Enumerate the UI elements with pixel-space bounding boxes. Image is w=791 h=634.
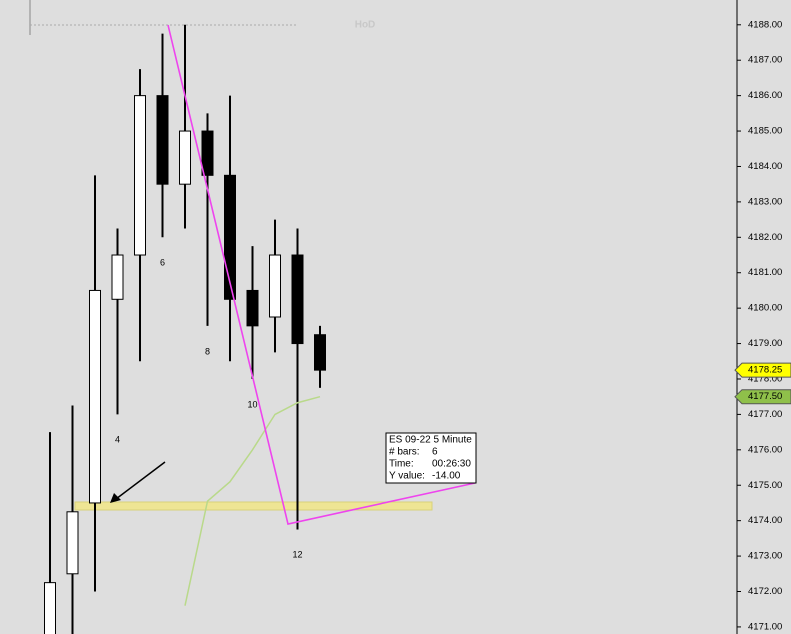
candle-body	[156, 95, 169, 185]
tooltip-key: Time:	[389, 459, 414, 470]
bar-label: 12	[292, 549, 302, 559]
y-tick-label: 4182.00	[748, 232, 782, 243]
candle-body	[224, 174, 236, 300]
y-tick-label: 4183.00	[748, 196, 782, 207]
price-marker-label: 4178.25	[748, 365, 782, 376]
y-tick-label: 4172.00	[748, 586, 782, 597]
y-tick-label: 4177.00	[748, 409, 782, 420]
candle-body	[201, 130, 214, 176]
y-tick-label: 4184.00	[748, 161, 782, 172]
y-tick-label: 4185.00	[748, 126, 782, 137]
tooltip-title: ES 09-22 5 Minute	[389, 435, 472, 446]
zone	[74, 501, 433, 511]
y-tick-label: 4175.00	[748, 480, 782, 491]
hod-label: HoD	[355, 20, 376, 31]
y-tick-label: 4171.00	[748, 621, 782, 632]
moving-average	[184, 395, 321, 606]
y-tick-label: 4179.00	[748, 338, 782, 349]
tooltip-value: 6	[432, 447, 438, 458]
tooltip-key: Y value:	[389, 471, 425, 482]
y-tick-label: 4181.00	[748, 267, 782, 278]
candle-body	[44, 582, 56, 634]
price-marker-label: 4177.50	[748, 391, 782, 402]
y-tick-label: 4174.00	[748, 515, 782, 526]
candle-body	[89, 289, 101, 504]
candle-body	[291, 254, 304, 345]
bar-label: 4	[115, 434, 120, 444]
bar-label: 6	[160, 257, 165, 267]
bar-label: 8	[205, 346, 210, 356]
tooltip-value: 00:26:30	[432, 459, 471, 470]
candle-body	[314, 334, 326, 371]
y-tick-label: 4180.00	[748, 303, 782, 314]
price-marker	[734, 362, 791, 378]
candle-body	[179, 130, 191, 185]
measure-line	[167, 24, 476, 525]
candle-body	[246, 289, 259, 327]
y-tick-label: 4186.00	[748, 90, 782, 101]
arrow	[115, 461, 166, 500]
tooltip-key: # bars:	[389, 447, 420, 458]
candle-body	[66, 511, 79, 575]
bar-label: 10	[247, 399, 257, 409]
candle-body	[111, 254, 124, 300]
y-tick-label: 4176.00	[748, 444, 782, 455]
y-tick-label: 4188.00	[748, 19, 782, 30]
plot	[44, 24, 326, 634]
arrow-head	[110, 493, 121, 503]
candle-body	[269, 254, 281, 318]
tooltip-value: -14.00	[432, 471, 461, 482]
tooltip	[385, 432, 477, 484]
candle-body	[134, 95, 146, 256]
y-tick-label: 4178.00	[748, 373, 782, 384]
y-tick-label: 4173.00	[748, 551, 782, 562]
price-marker	[734, 389, 791, 405]
y-tick-label: 4187.00	[748, 55, 782, 66]
